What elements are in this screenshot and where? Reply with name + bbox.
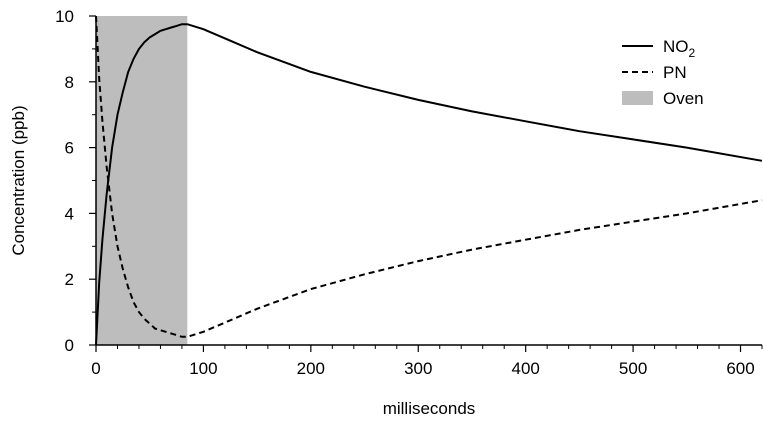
y-tick-label: 8 bbox=[65, 73, 74, 92]
series-line-pn bbox=[95, 15, 763, 338]
x-tick-label: 200 bbox=[297, 359, 325, 378]
y-tick-label: 10 bbox=[55, 7, 74, 26]
x-tick-label: 600 bbox=[726, 359, 754, 378]
y-tick-label: 4 bbox=[65, 204, 74, 223]
oven-shaded-region bbox=[96, 16, 188, 345]
y-tick-label: 6 bbox=[65, 139, 74, 158]
y-tick-label: 2 bbox=[65, 270, 74, 289]
y-axis-label: Concentration (ppb) bbox=[9, 105, 28, 255]
legend: NO2 PN Oven bbox=[622, 37, 704, 108]
x-tick-label: 500 bbox=[619, 359, 647, 378]
x-axis-label: milliseconds bbox=[383, 399, 476, 418]
y-tick-label: 0 bbox=[65, 336, 74, 355]
legend-swatch-oven bbox=[622, 91, 653, 105]
legend-label-oven: Oven bbox=[663, 89, 704, 108]
axes: 0 100 200 300 400 500 600 0 2 4 6 8 10 bbox=[55, 7, 763, 378]
x-tick-label: 400 bbox=[511, 359, 539, 378]
legend-label-pn: PN bbox=[663, 63, 687, 82]
x-tick-label: 300 bbox=[404, 359, 432, 378]
legend-label-no2: NO2 bbox=[663, 37, 696, 60]
x-tick-label: 100 bbox=[189, 359, 217, 378]
x-tick-label: 0 bbox=[91, 359, 100, 378]
plot-area bbox=[95, 15, 763, 346]
series-line-no2 bbox=[95, 23, 763, 346]
